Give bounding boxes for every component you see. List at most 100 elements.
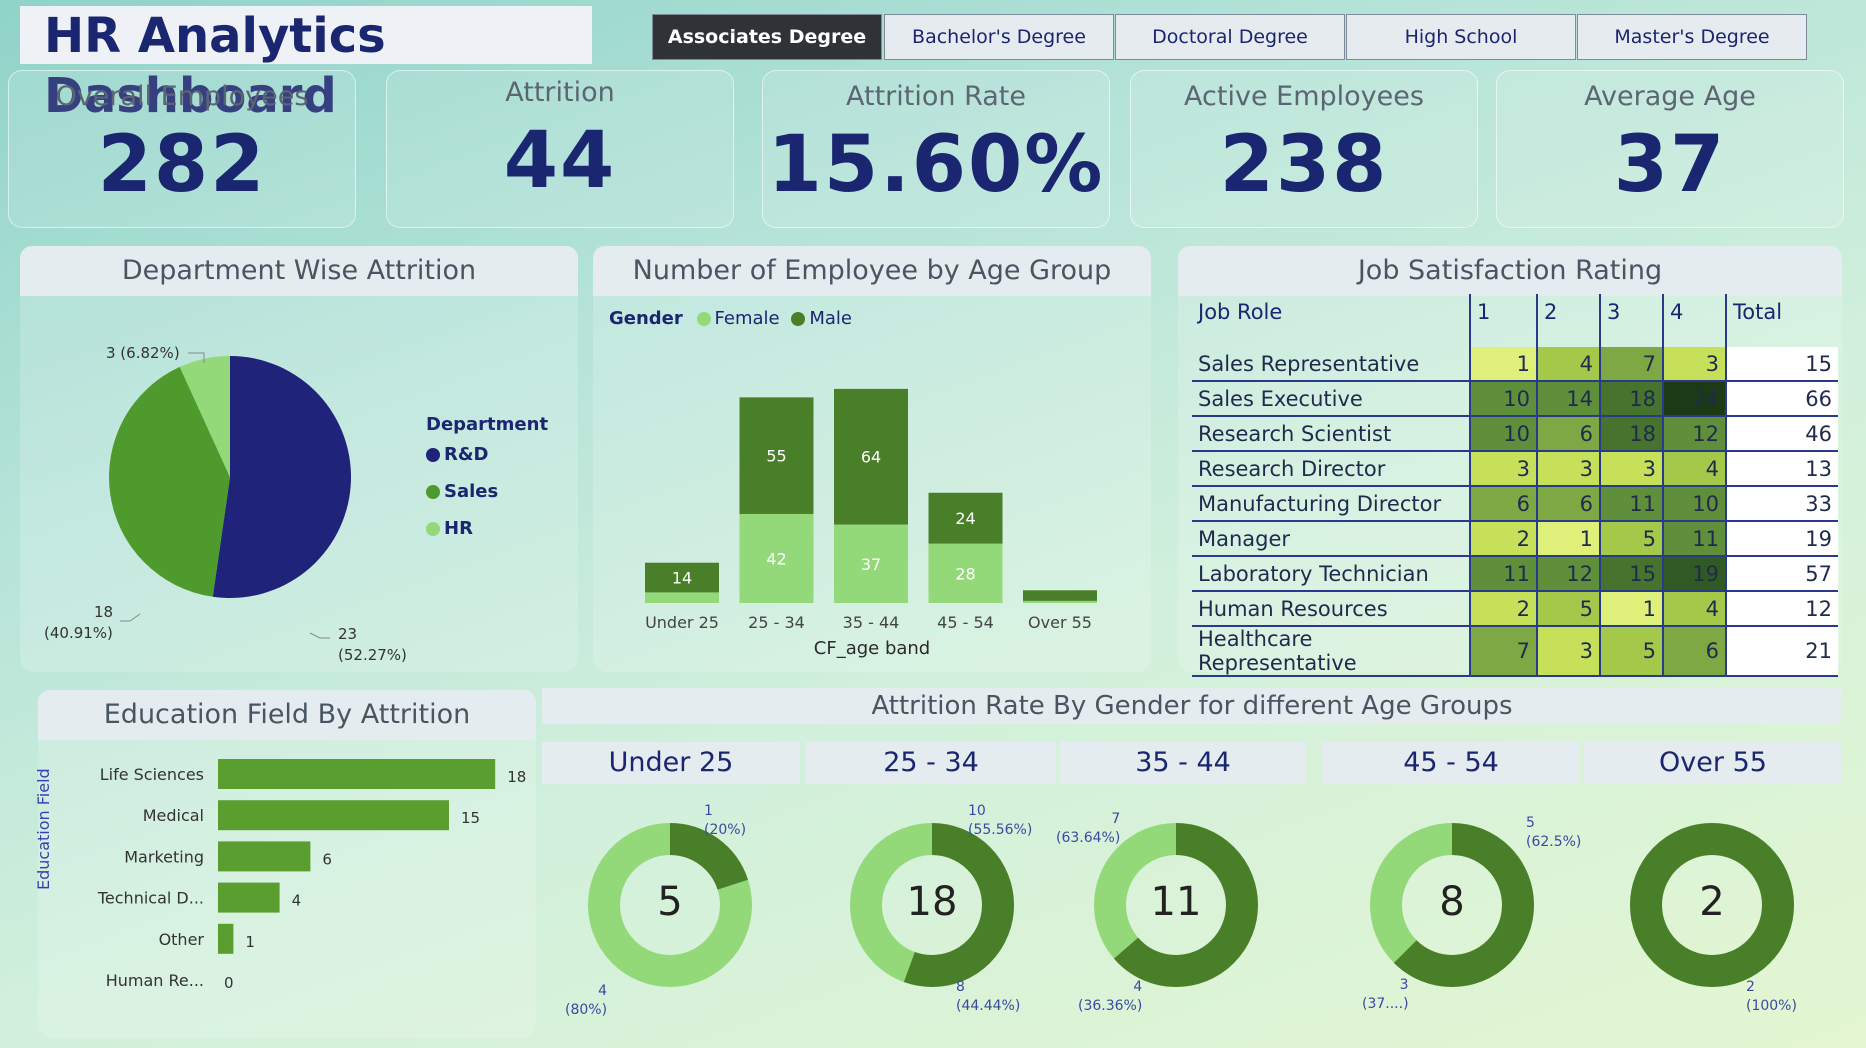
- kpi-value: 15.60%: [767, 120, 1105, 210]
- donut-slice-male[interactable]: [1370, 823, 1534, 987]
- cell-rating-value: 4: [1536, 347, 1600, 382]
- bar-male-1[interactable]: [739, 397, 814, 514]
- kpi-active-employees: Active Employees 238: [1130, 70, 1478, 228]
- age-group-header: 45 - 54: [1322, 742, 1580, 784]
- bar-male-2[interactable]: [834, 388, 908, 525]
- filter-doctoral-degree[interactable]: Doctoral Degree: [1115, 14, 1345, 60]
- kpi-value: 44: [503, 116, 617, 206]
- bar-value-label: 18: [507, 768, 526, 786]
- donut-label-pct: (100%): [1746, 998, 1797, 1014]
- cell-rating-value: 2: [1469, 521, 1537, 557]
- kpi-label: Attrition: [505, 77, 615, 108]
- donut-chart: [1094, 823, 1258, 987]
- legend-dot-icon: [426, 485, 440, 499]
- dept-pie-chart: 23 (52.27%) 18 (40.91%) 3 (6.82%): [44, 344, 407, 664]
- col-header-4[interactable]: 4: [1662, 294, 1726, 347]
- table-row[interactable]: Healthcare Representative 7 3 5 6 21: [1192, 626, 1838, 677]
- gender-rate-title: Attrition Rate By Gender for different A…: [542, 688, 1842, 724]
- legend-dot-icon: [426, 522, 440, 536]
- cell-rating-value: 3: [1469, 451, 1537, 487]
- bar-male-0[interactable]: [645, 562, 719, 593]
- age-group-card: Number of Employee by Age Group Gender F…: [593, 246, 1151, 672]
- cell-rating-value: 6: [1469, 486, 1537, 522]
- bar-female-3[interactable]: [928, 543, 1003, 603]
- bar-male-4[interactable]: [1023, 590, 1097, 601]
- y-tick-label: Medical: [143, 806, 204, 825]
- bar-female-2[interactable]: [834, 524, 908, 603]
- col-header-job-role[interactable]: Job Role: [1198, 300, 1283, 324]
- legend-item-hr[interactable]: HR: [426, 518, 473, 539]
- donut-data-label: 10 (55.56%): [968, 802, 1032, 840]
- kpi-attrition-rate: Attrition Rate 15.60%: [762, 70, 1110, 228]
- kpi-value: 282: [97, 120, 267, 210]
- donut-slice-male[interactable]: [1630, 823, 1794, 987]
- bar-female-0[interactable]: [645, 592, 719, 603]
- legend-dot-icon: [426, 448, 440, 462]
- education-field-axis-label: Education Field: [34, 768, 53, 890]
- bar-label-male: 14: [672, 569, 692, 588]
- col-header-3[interactable]: 3: [1599, 294, 1663, 347]
- col-header-total[interactable]: Total: [1725, 294, 1838, 347]
- age-group-header: 35 - 44: [1060, 742, 1306, 784]
- cell-job-role: Sales Representative: [1192, 347, 1470, 382]
- filter-bachelors-degree[interactable]: Bachelor's Degree: [884, 14, 1114, 60]
- table-row[interactable]: Research Scientist 10 6 18 12 46: [1192, 416, 1838, 452]
- filter-associates-degree[interactable]: Associates Degree: [652, 14, 882, 60]
- col-header-1[interactable]: 1: [1469, 294, 1537, 347]
- pie-slice-sales[interactable]: [109, 366, 230, 597]
- donut-label-pct: (37....): [1362, 996, 1409, 1012]
- age-group-header: 25 - 34: [806, 742, 1056, 784]
- job-satisfaction-title: Job Satisfaction Rating: [1178, 246, 1842, 296]
- edu-bar-2[interactable]: [218, 841, 311, 872]
- kpi-label: Overall Employees: [55, 81, 309, 112]
- table-row[interactable]: Research Director 3 3 3 4 13: [1192, 451, 1838, 487]
- table-row[interactable]: Human Resources 2 5 1 4 12: [1192, 591, 1838, 627]
- edu-bar-4[interactable]: [218, 923, 234, 954]
- pie-slice-hr[interactable]: [179, 356, 230, 477]
- table-row[interactable]: Manufacturing Director 6 6 11 10 33: [1192, 486, 1838, 522]
- cell-rating-value: 3: [1536, 626, 1600, 677]
- donut-label-pct: (55.56%): [968, 822, 1033, 838]
- table-row[interactable]: Sales Executive 10 14 18 24 66: [1192, 381, 1838, 417]
- edu-bar-3[interactable]: [218, 882, 280, 913]
- legend-item-female[interactable]: Female: [696, 308, 780, 329]
- y-tick-label: Human Re...: [106, 971, 204, 990]
- filter-high-school[interactable]: High School: [1346, 14, 1576, 60]
- legend-item-male[interactable]: Male: [791, 308, 852, 329]
- edu-bar-1[interactable]: [218, 800, 449, 831]
- donut-slice-male[interactable]: [1094, 823, 1258, 987]
- x-tick-label: Over 55: [1028, 613, 1092, 632]
- bar-value-label: 0: [224, 974, 234, 992]
- donut-slice-male[interactable]: [850, 823, 1014, 987]
- legend-item-sales[interactable]: Sales: [426, 481, 498, 502]
- cell-rating-value: 18: [1599, 381, 1663, 417]
- cell-total: 13: [1725, 451, 1838, 487]
- bar-male-3[interactable]: [928, 492, 1003, 544]
- table-row[interactable]: Sales Representative 1 4 7 3 15: [1192, 347, 1838, 382]
- col-header-2[interactable]: 2: [1536, 294, 1600, 347]
- donut-data-label: 4 (80%): [565, 982, 607, 1020]
- kpi-average-age: Average Age 37: [1496, 70, 1844, 228]
- y-tick-label: Other: [159, 930, 205, 949]
- kpi-label: Average Age: [1584, 81, 1756, 112]
- pie-slice-rd[interactable]: [212, 356, 351, 598]
- pie-label-sales: 18: [94, 603, 113, 621]
- table-row[interactable]: Laboratory Technician 11 12 15 19 57: [1192, 556, 1838, 592]
- bar-female-1[interactable]: [739, 513, 814, 603]
- pie-label-hr: 3 (6.82%): [106, 344, 180, 362]
- table-row[interactable]: Manager 2 1 5 11 19: [1192, 521, 1838, 557]
- donut-center-total: 2: [1699, 879, 1725, 925]
- filter-masters-degree[interactable]: Master's Degree: [1577, 14, 1807, 60]
- bar-label-female: 28: [955, 564, 975, 583]
- y-tick-label: Life Sciences: [100, 765, 204, 784]
- bar-female-4[interactable]: [1023, 600, 1097, 603]
- cell-job-role: Manufacturing Director: [1192, 486, 1470, 522]
- edu-bar-0[interactable]: [218, 759, 496, 789]
- donut-center-total: 5: [657, 879, 683, 925]
- kpi-overall-employees: Overall Employees 282: [8, 70, 356, 228]
- cell-rating-value: 6: [1536, 416, 1600, 452]
- pie-label-sales-pct: (40.91%): [44, 624, 113, 642]
- donut-slice-male[interactable]: [588, 823, 752, 987]
- legend-item-rd[interactable]: R&D: [426, 444, 489, 465]
- age-group-title: Number of Employee by Age Group: [593, 246, 1151, 296]
